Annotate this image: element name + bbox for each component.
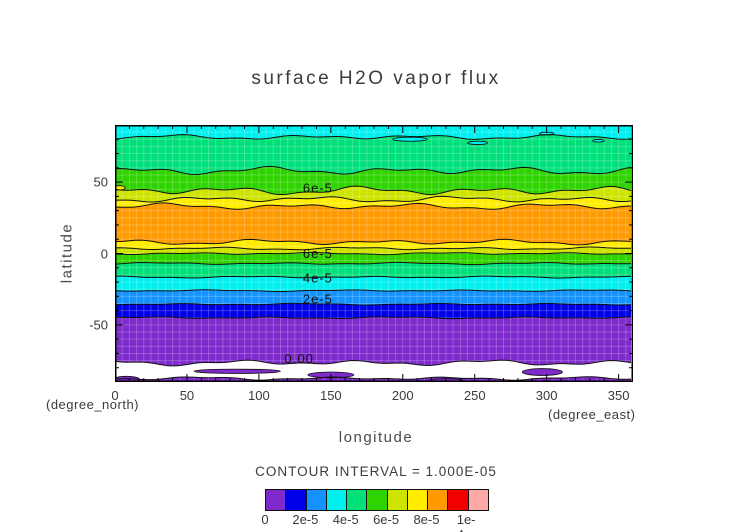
colorbar-segment-4	[346, 490, 367, 510]
colorbar-label: 8e-5	[413, 512, 440, 527]
contour-band-3	[115, 186, 631, 203]
contour-line	[115, 261, 632, 266]
contour-line	[115, 134, 632, 140]
plot-border	[115, 125, 633, 382]
contour-band-10	[115, 276, 631, 292]
x-axis-unit-note: (degree_east)	[548, 407, 636, 422]
contour-band-14	[115, 360, 631, 381]
colorbar-label: 2e-5	[292, 512, 319, 527]
contour-band-2	[115, 166, 631, 195]
contour-line	[115, 376, 632, 381]
contour-plot: 6e-5 6e-5 4e-5 2e-5 0.00	[115, 125, 633, 382]
contour-line	[115, 165, 632, 176]
x-axis-tick-labels: 0 50 100 150 200 250 300 350	[111, 388, 633, 404]
x-axis-label: longitude	[338, 429, 414, 446]
contour-line	[115, 316, 632, 320]
x-tick-label: 300	[535, 388, 558, 403]
contour-band-11	[115, 289, 631, 306]
colorbar-title: CONTOUR INTERVAL = 1.000E-05	[255, 464, 497, 479]
y-axis-unit-note: (degree_north)	[46, 397, 139, 412]
contour-band-13	[115, 316, 631, 366]
y-axis-tick-labels: 50 0 -50	[70, 125, 108, 382]
contour-band-8	[115, 252, 631, 265]
contour-line	[115, 289, 632, 293]
contour-blob	[467, 140, 489, 145]
colorbar-segment-9	[447, 490, 468, 510]
colorbar-label: 1e-4	[456, 512, 476, 532]
colorbar-segment-5	[366, 490, 387, 510]
contour-band-1	[115, 134, 631, 175]
chart-title: surface H2O vapor flux	[251, 68, 501, 89]
contour-label: 6e-5	[303, 180, 333, 195]
contour-band-9	[115, 262, 631, 279]
contour-band-6	[115, 239, 631, 250]
colorbar-segment-1	[285, 490, 306, 510]
contour-line	[115, 185, 632, 196]
contour-band-12	[115, 303, 631, 319]
colorbar-segment-7	[406, 490, 428, 510]
contour-line	[115, 359, 632, 367]
x-tick-label: 100	[248, 388, 270, 403]
contour-label: 0.00	[285, 351, 314, 366]
y-tick-label: 50	[93, 174, 108, 190]
x-tick-label: 200	[391, 388, 414, 403]
contour-line	[115, 302, 632, 306]
contour-label: 2e-5	[303, 292, 333, 307]
x-tick-label: 50	[179, 388, 195, 403]
contour-label: 6e-5	[303, 246, 333, 261]
contour-label: 4e-5	[303, 270, 333, 285]
x-tick-label: 250	[463, 388, 486, 403]
colorbar-label: 6e-5	[373, 512, 400, 527]
contour-line	[115, 275, 632, 279]
x-tick-label: 350	[607, 388, 630, 403]
colorbar-segment-0	[266, 490, 286, 510]
colorbar-labels: 0 2e-5 4e-5 6e-5 8e-5 1e-4	[261, 512, 487, 532]
contour-blob	[392, 136, 428, 142]
y-tick-label: -50	[89, 317, 108, 333]
contour-line	[115, 238, 632, 246]
contour-line	[115, 246, 632, 251]
contour-blob	[521, 368, 563, 376]
colorbar-segment-10	[467, 490, 488, 510]
contour-blob	[193, 368, 281, 374]
colorbar-label: 4e-5	[332, 512, 359, 527]
colorbar-segment-3	[325, 490, 347, 510]
contour-line	[115, 195, 632, 203]
colorbar-segment-8	[427, 490, 448, 510]
y-tick-label: 0	[100, 246, 108, 261]
contour-line	[115, 251, 632, 256]
x-tick-label: 0	[111, 388, 119, 403]
contour-plot-area: 6e-5 6e-5 4e-5 2e-5 0.00	[115, 125, 633, 382]
colorbar-label: 0	[261, 512, 269, 527]
contour-band-5	[115, 202, 631, 245]
colorbar-segment-6	[386, 490, 407, 510]
contour-line	[115, 202, 632, 210]
colorbar	[265, 489, 489, 511]
colorbar-segment-2	[305, 490, 326, 510]
contour-band-4	[115, 196, 631, 210]
x-tick-label: 150	[319, 388, 342, 403]
contour-blob	[592, 139, 605, 143]
